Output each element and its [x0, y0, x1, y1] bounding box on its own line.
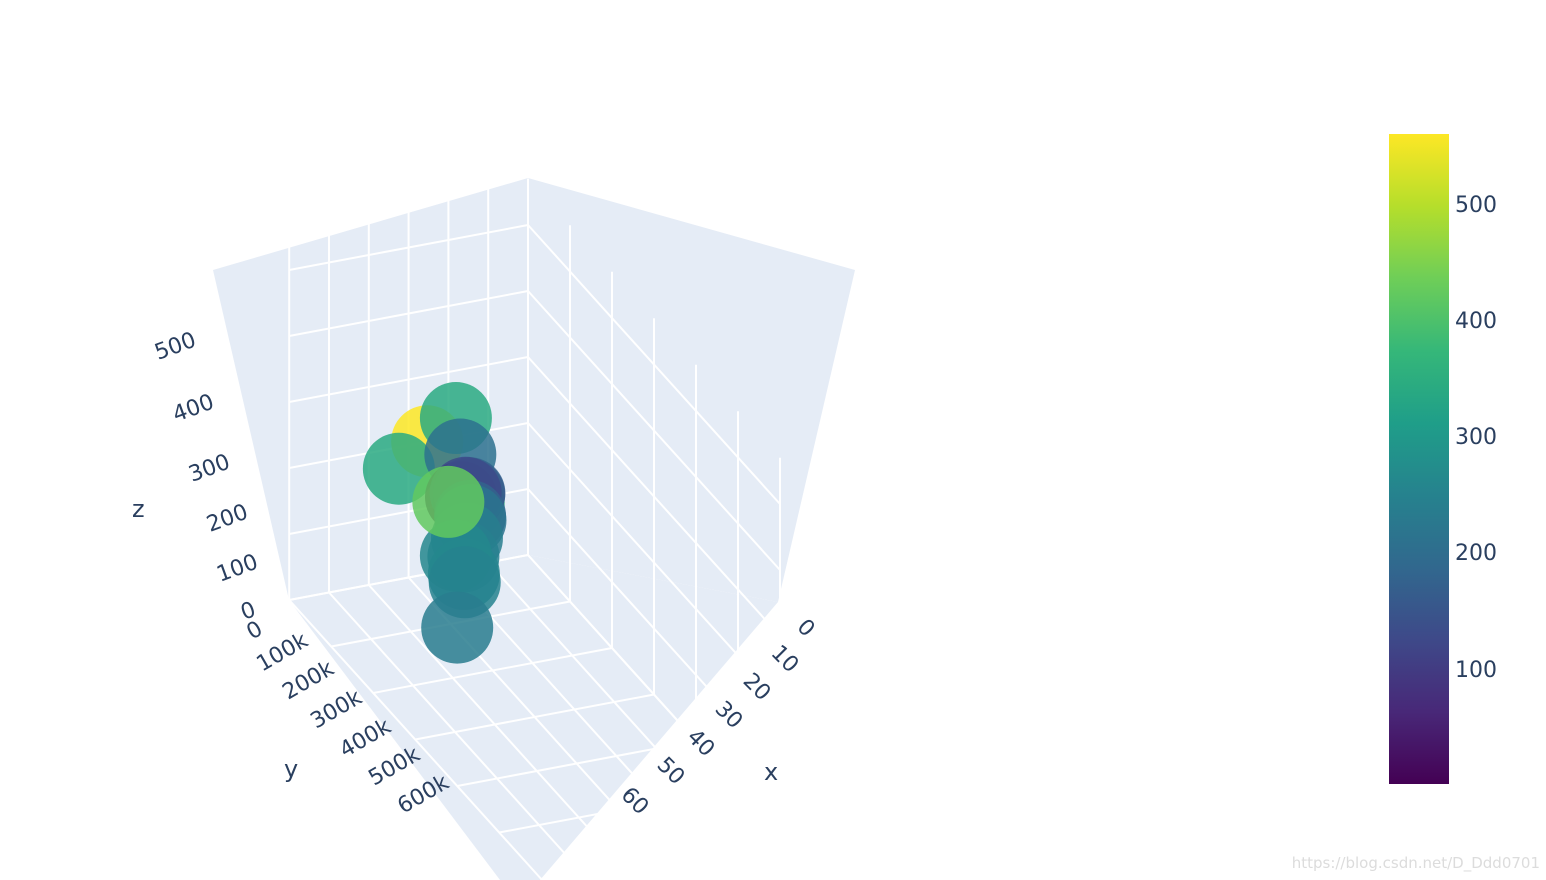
colorbar: 100 200 300 400 500 [1389, 134, 1497, 784]
colorbar-tick-label: 500 [1455, 193, 1497, 218]
grid-line [289, 290, 529, 337]
grid-line [527, 488, 781, 769]
z-tick-label: 100 [214, 550, 262, 588]
grid-line [328, 591, 582, 873]
y-tick-label: 300k [307, 685, 367, 734]
data-point[interactable] [421, 591, 494, 664]
x-axis-title: x [764, 758, 778, 786]
z-axis-title: z [132, 495, 145, 523]
grid-line [527, 290, 781, 571]
scene[interactable] [213, 178, 855, 880]
grid-line [289, 224, 529, 271]
grid-line [368, 584, 622, 865]
grid-line [527, 554, 781, 835]
y-axis-title: y [284, 755, 298, 783]
grid-line [289, 356, 529, 403]
watermark: https://blog.csdn.net/D_Ddd0701 [1291, 854, 1540, 872]
grid-line [288, 599, 542, 880]
z-tick-label: 200 [204, 500, 252, 538]
grid-line [487, 561, 741, 843]
markers [362, 382, 507, 664]
grid-line [527, 356, 781, 637]
colorbar-bar [1389, 134, 1449, 784]
grid-line [527, 224, 781, 505]
z-tick-label: 300 [186, 450, 234, 488]
data-point[interactable] [412, 465, 485, 538]
z-tick-label: 500 [152, 328, 200, 366]
colorbar-tick-label: 300 [1455, 425, 1497, 450]
x-tick-label: 20 [738, 669, 775, 706]
colorbar-tick-label: 400 [1455, 309, 1497, 334]
z-tick-label: 400 [170, 390, 218, 428]
grid-line [527, 422, 781, 703]
x-tick-label: 0 [792, 615, 820, 643]
x-tick-label: 30 [710, 697, 747, 734]
colorbar-tick-label: 200 [1455, 541, 1497, 566]
y-tick-label: 0 [243, 617, 268, 646]
x-tick-label: 50 [652, 753, 689, 790]
colorbar-tick-label: 100 [1455, 658, 1497, 683]
x-tick-label: 10 [766, 641, 803, 678]
